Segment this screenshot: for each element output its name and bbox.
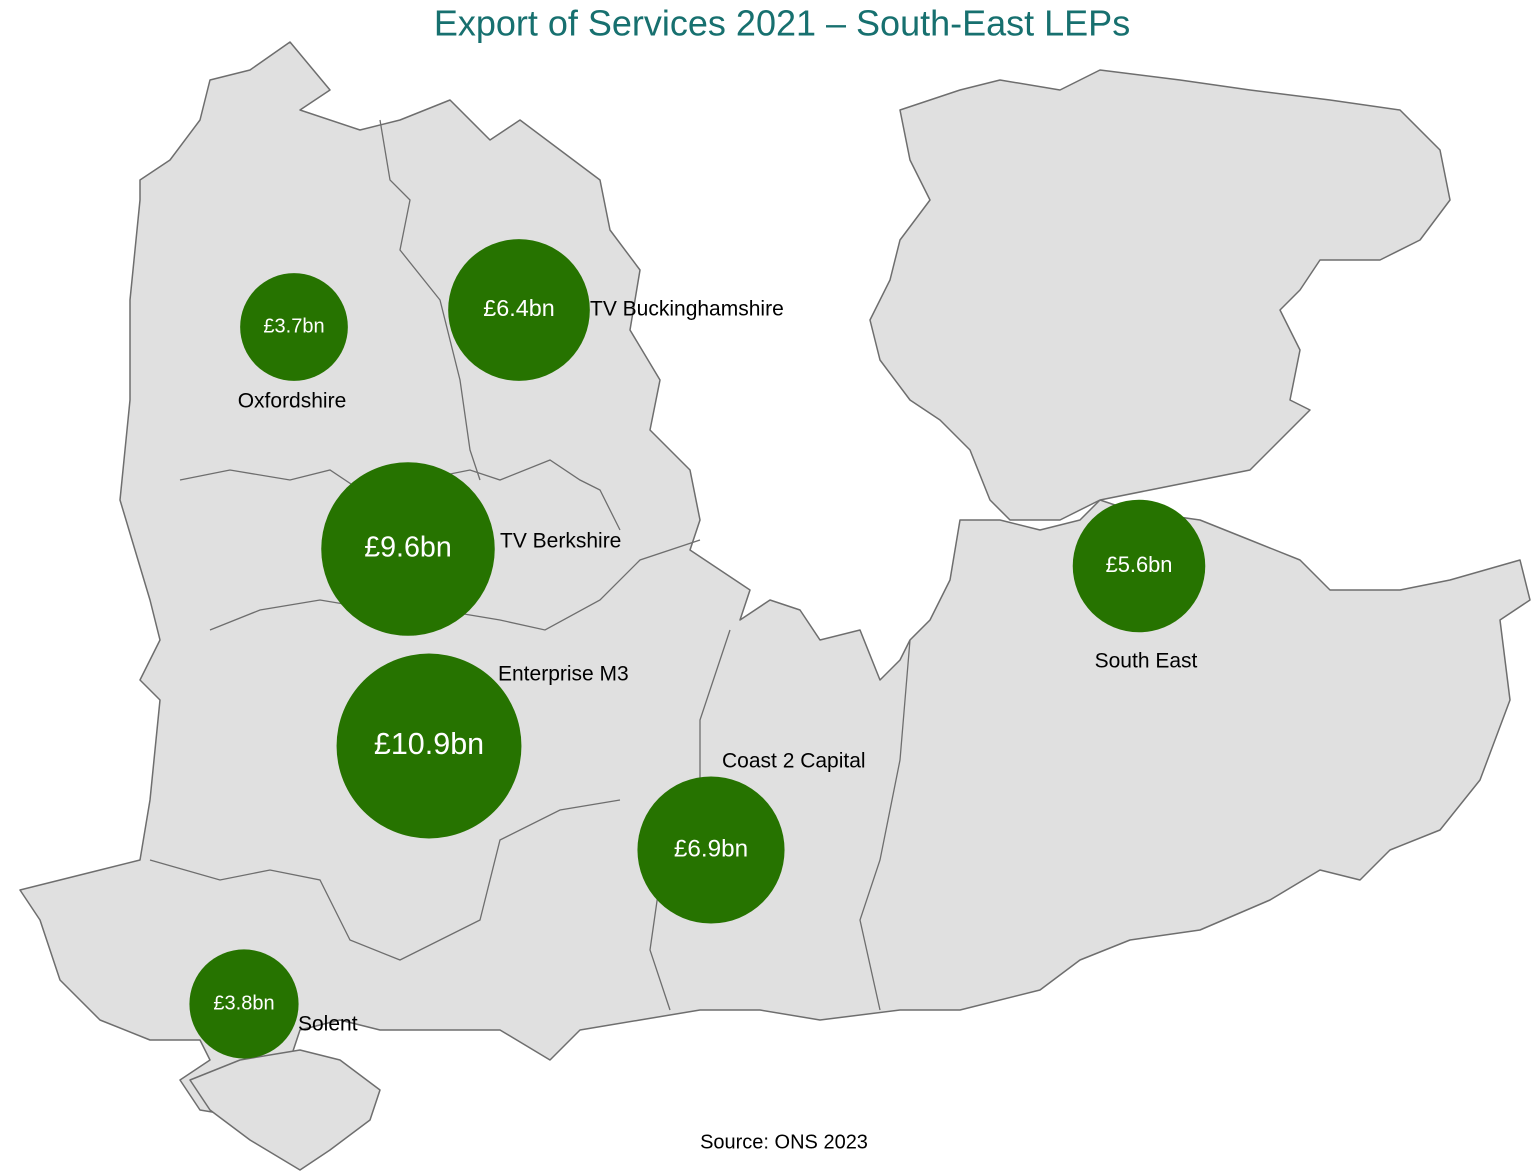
value-label: £3.8bn bbox=[213, 992, 274, 1014]
borders bbox=[149, 119, 911, 1011]
map-title: Export of Services 2021 – South-East LEP… bbox=[434, 3, 1130, 44]
value-label: £9.6bn bbox=[364, 532, 452, 564]
region-name: Solent bbox=[298, 1013, 358, 1036]
region-name: Oxfordshire bbox=[238, 390, 347, 413]
essex bbox=[869, 69, 1451, 521]
value-bubble bbox=[448, 239, 590, 381]
value-bubble bbox=[1072, 499, 1206, 633]
land bbox=[19, 41, 1531, 1171]
lep-border bbox=[859, 639, 911, 1011]
value-bubble bbox=[336, 653, 522, 839]
isle-of-wight bbox=[189, 1049, 381, 1171]
region-name: Enterprise M3 bbox=[498, 663, 629, 686]
value-bubble bbox=[240, 273, 348, 381]
value-bubble bbox=[321, 462, 495, 636]
value-label: £10.9bn bbox=[374, 727, 484, 761]
value-bubble bbox=[637, 776, 785, 924]
lep-border bbox=[379, 119, 481, 481]
region-name: TV Buckinghamshire bbox=[590, 298, 784, 321]
lep-border bbox=[149, 799, 621, 961]
value-label: £6.4bn bbox=[483, 295, 554, 321]
bubbles: £3.7bn Oxfordshire £6.4bn TV Buckinghamshir… bbox=[189, 239, 1206, 1059]
region-name: South East bbox=[1095, 650, 1198, 673]
lep-border bbox=[209, 539, 701, 631]
value-label: £5.6bn bbox=[1106, 552, 1173, 577]
west-region bbox=[19, 41, 1531, 1121]
value-bubble bbox=[189, 949, 299, 1059]
region-name: Coast 2 Capital bbox=[722, 750, 866, 773]
region-name: TV Berkshire bbox=[500, 530, 621, 553]
value-label: £6.9bn bbox=[674, 835, 748, 862]
source-note: Source: ONS 2023 bbox=[700, 1131, 868, 1153]
value-label: £3.7bn bbox=[263, 315, 324, 337]
